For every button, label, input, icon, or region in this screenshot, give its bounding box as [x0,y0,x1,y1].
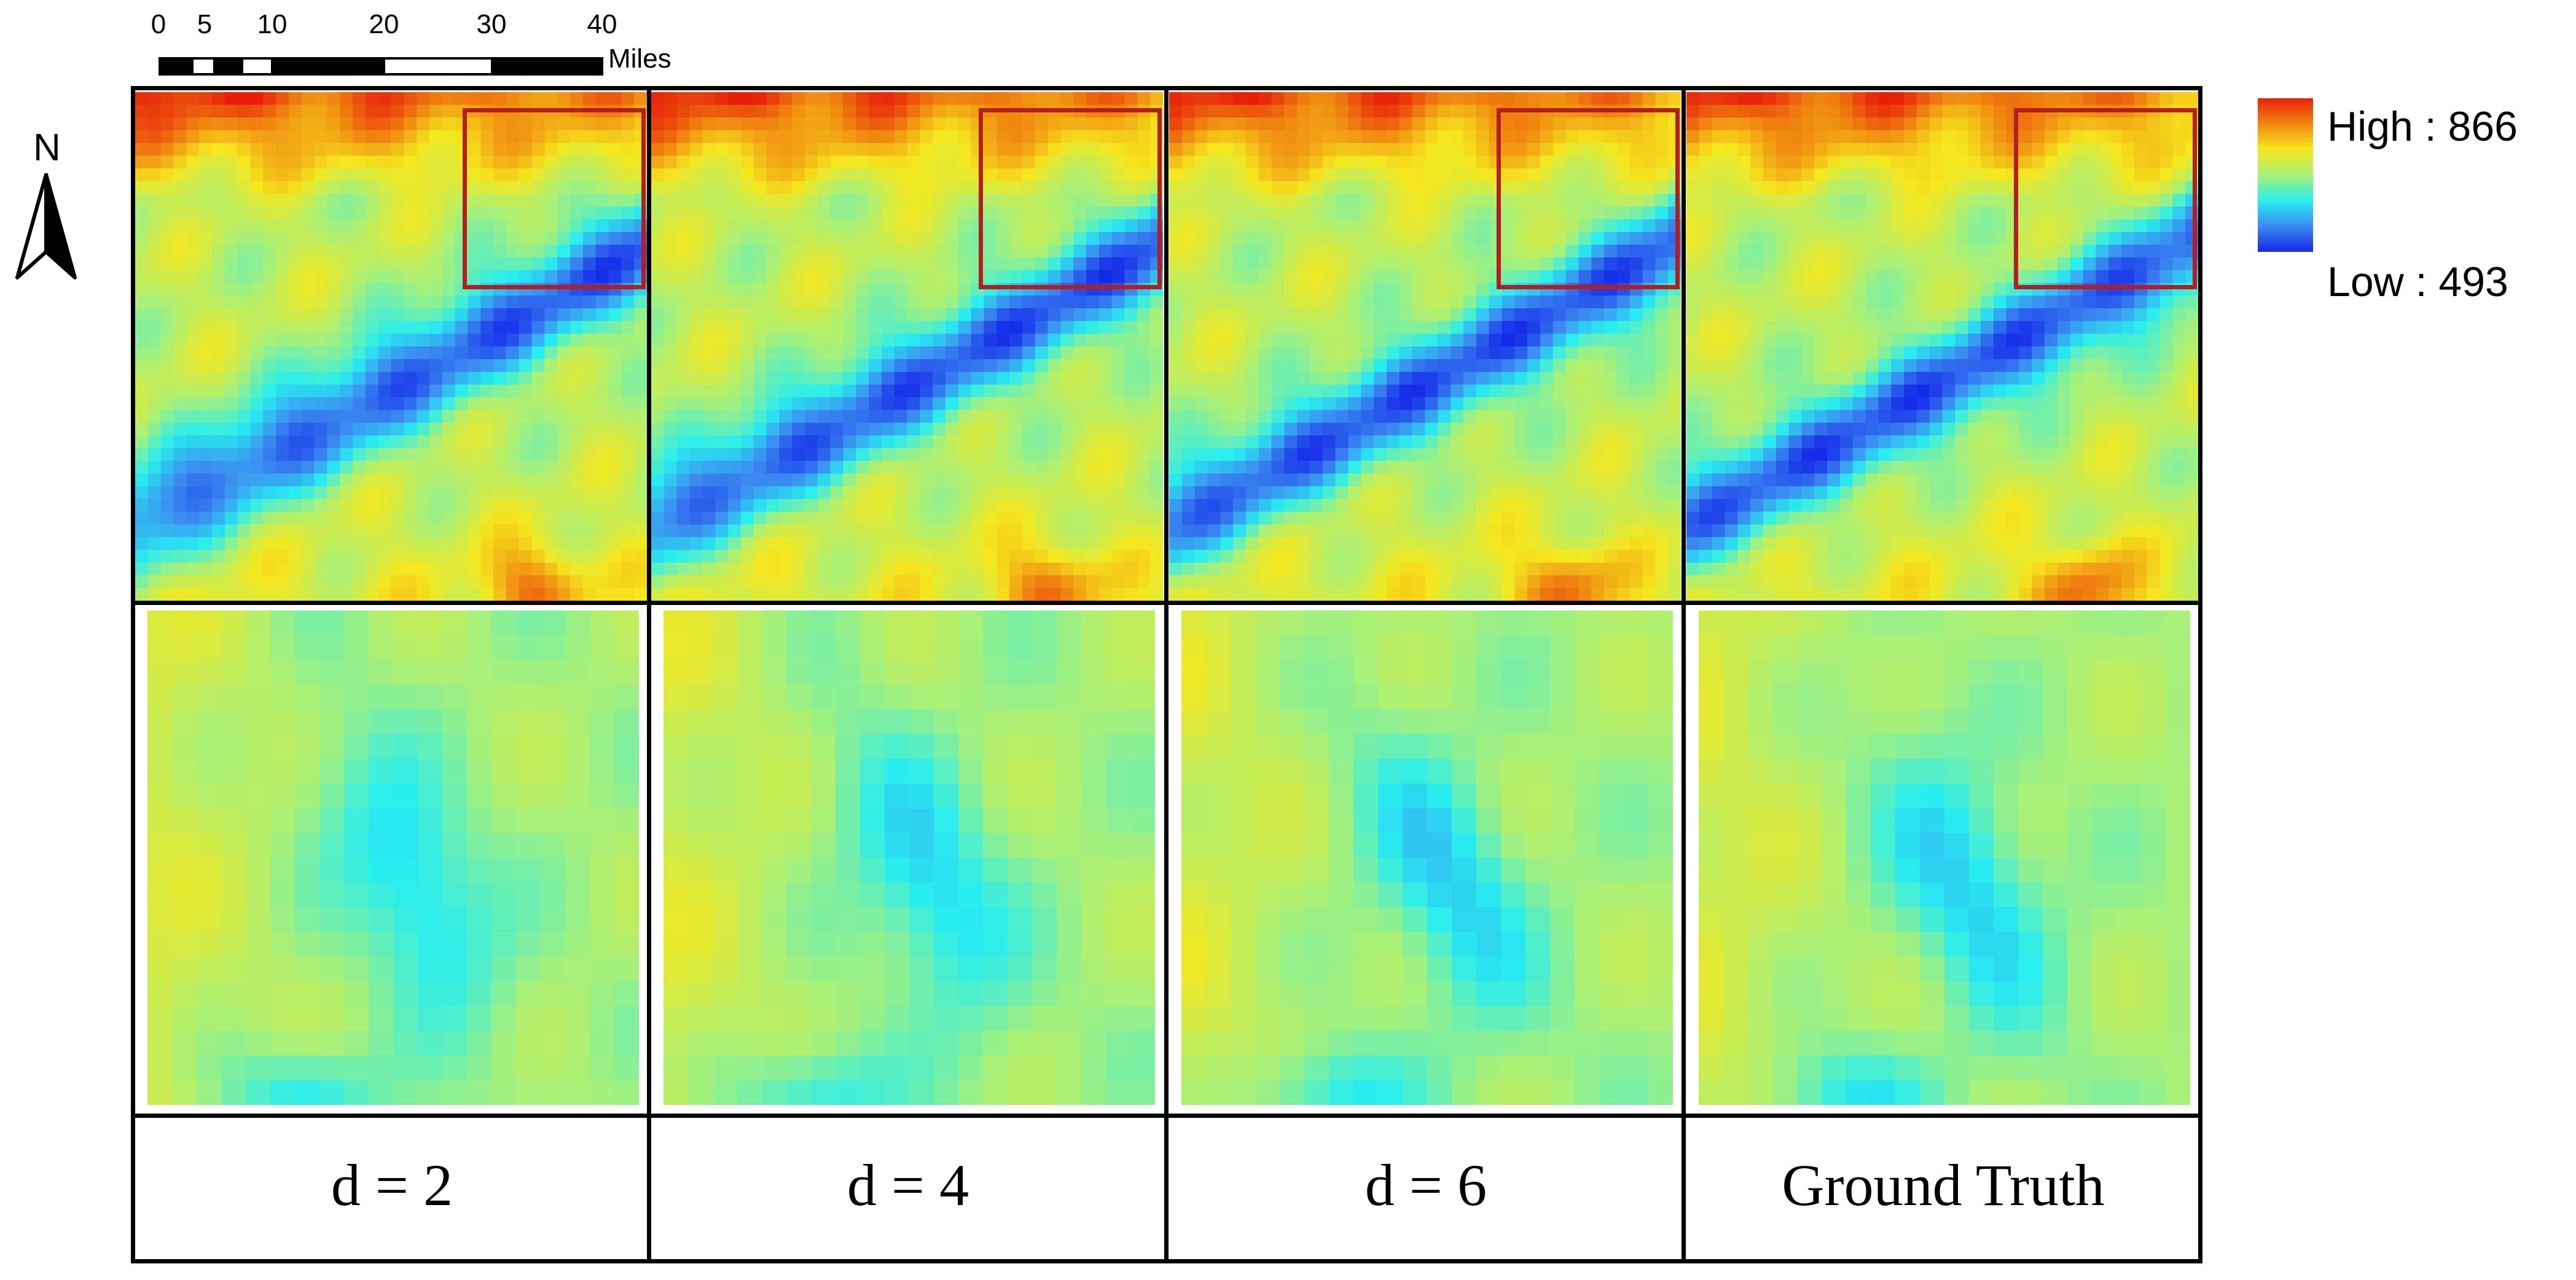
scale-segment [241,57,273,76]
zoomed-map [664,611,1155,1105]
caption-ground-truth: Ground Truth [1782,1152,2105,1218]
scale-segment [271,57,385,76]
caption-d6: d = 6 [1364,1152,1487,1218]
scale-tick-40: 40 [587,9,617,39]
caption-d4: d = 4 [847,1152,969,1218]
scale-tick-30: 30 [476,9,507,39]
scale-tick-10: 10 [257,9,288,39]
scale-segment [383,57,493,76]
north-arrow-icon [15,173,77,279]
frame-line [1681,86,1686,1263]
frame-line [2198,86,2202,1263]
frame-line [647,86,651,1263]
zoomed-map [1181,611,1673,1105]
legend-high-label: High : 866 [2327,103,2518,150]
north-arrow: N [12,129,80,283]
scale-segment [491,57,603,76]
zoomed-map [1699,611,2190,1105]
scale-segment [159,57,194,76]
scale-unit: Miles [608,44,671,74]
scale-tick-0: 0 [151,9,166,39]
zoom-region-box [463,108,646,289]
zoomed-map [147,611,639,1105]
zoom-region-box [1497,108,1680,289]
overview-map [651,92,1163,601]
caption-d2: d = 2 [331,1152,453,1218]
overview-map [1686,92,2198,601]
legend-low-label: Low : 493 [2327,259,2508,305]
legend-color-ramp [2258,98,2313,252]
scale-tick-5: 5 [197,9,213,39]
scale-tick-20: 20 [369,9,399,39]
north-label: N [33,127,61,169]
scale-segment [191,57,216,76]
frame-line [1164,86,1169,1263]
frame-line [131,86,135,1263]
zoom-region-box [2014,108,2197,289]
scale-segment [213,57,243,76]
overview-map [1169,92,1681,601]
zoom-region-box [979,108,1162,289]
overview-map [135,92,647,601]
